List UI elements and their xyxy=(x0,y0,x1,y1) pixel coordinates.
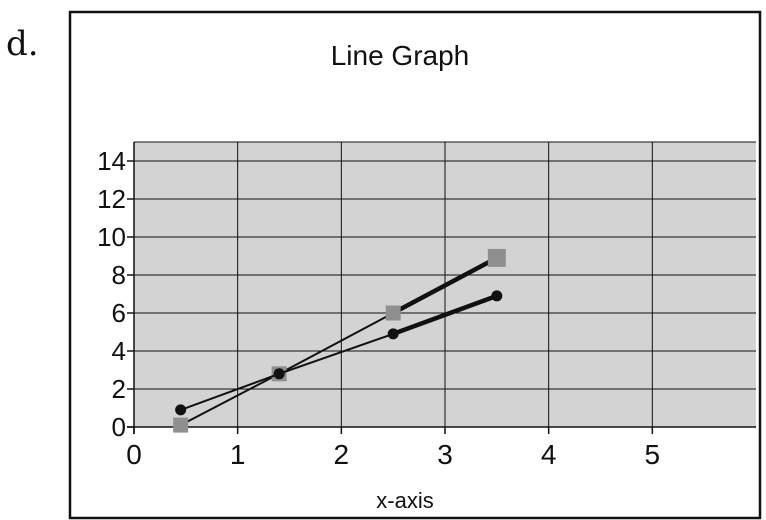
x-tick-label: 1 xyxy=(230,439,246,470)
x-tick-label: 4 xyxy=(541,439,557,470)
y-tick-label: 14 xyxy=(97,146,126,176)
y-tick-label: 8 xyxy=(112,260,126,290)
series-2 xyxy=(175,290,503,416)
chart-title: Line Graph xyxy=(331,40,470,71)
series-line-segment xyxy=(278,312,395,375)
data-point-circle xyxy=(273,368,285,380)
x-tick-label: 2 xyxy=(334,439,350,470)
data-point-square xyxy=(487,248,506,267)
y-tick-label: 10 xyxy=(97,222,126,252)
y-tick-label: 6 xyxy=(112,298,126,328)
data-point-circle xyxy=(175,404,187,416)
y-tick-label: 4 xyxy=(112,336,126,366)
x-tick-label: 3 xyxy=(437,439,453,470)
x-tick-label: 5 xyxy=(645,439,661,470)
data-point-circle xyxy=(387,328,399,340)
y-tick-label: 12 xyxy=(97,184,126,214)
y-tick-label: 2 xyxy=(112,374,126,404)
series-line-segment xyxy=(390,293,500,337)
series-line-segment xyxy=(278,332,395,375)
panel-label: d. xyxy=(6,24,39,64)
data-point-square xyxy=(173,417,189,433)
series-line-segment xyxy=(390,255,500,316)
series-layer xyxy=(173,248,506,433)
series-line-segment xyxy=(179,372,281,427)
series-line-segment xyxy=(179,372,281,411)
x-axis-label: x-axis xyxy=(376,488,433,513)
y-tick-label: 0 xyxy=(112,412,126,442)
data-point-square xyxy=(385,305,401,321)
x-tick-label: 0 xyxy=(126,439,142,470)
data-point-circle xyxy=(491,290,503,302)
